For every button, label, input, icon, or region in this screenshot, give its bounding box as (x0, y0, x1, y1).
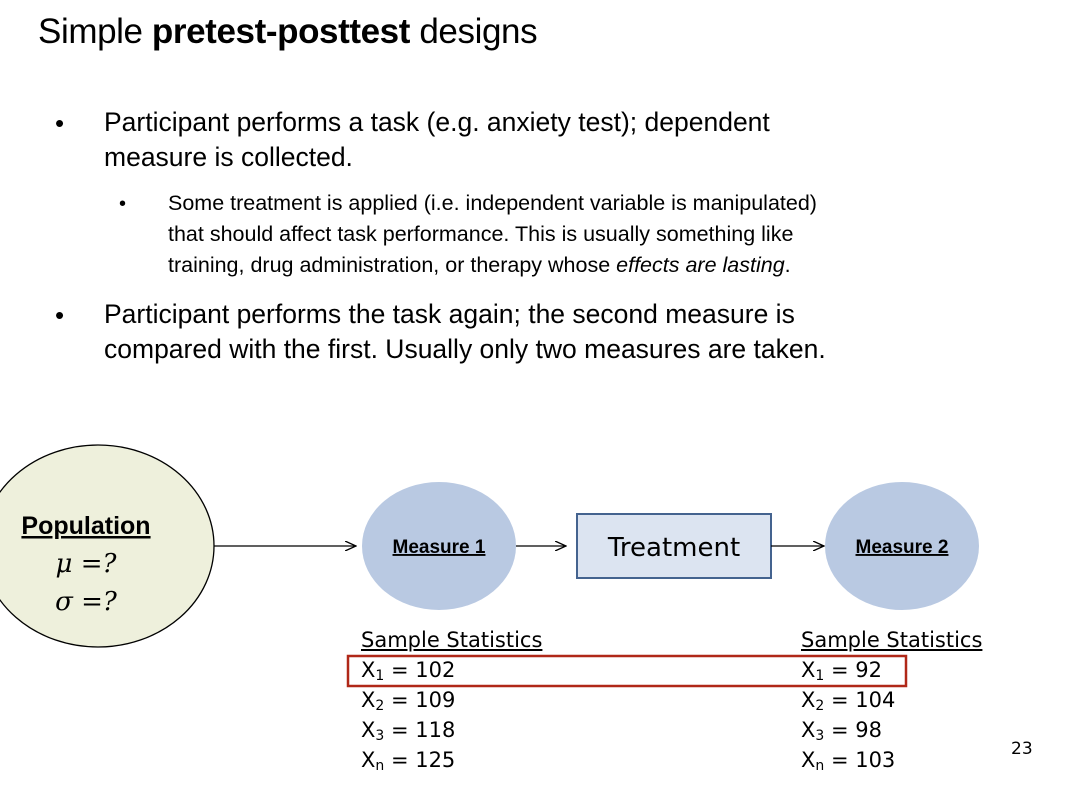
measure2-label: Measure 2 (856, 537, 949, 558)
treatment-label: Treatment (607, 533, 740, 563)
stat-symbol: X (361, 688, 376, 712)
stat-subscript: 3 (375, 728, 385, 744)
bullet-2-line-2: compared with the first. Usually only tw… (104, 334, 826, 364)
stat-value: = 125 (384, 748, 456, 772)
stat-value: = 104 (824, 688, 896, 712)
slide-title: Simple pretest-posttest designs (38, 12, 538, 52)
population-mu: μ =? (56, 549, 118, 579)
stat-subscript: n (375, 758, 385, 774)
stats-row: X1 = 102 (361, 655, 542, 685)
stat-subscript: 3 (815, 728, 825, 744)
bullet-1-line-1: Participant performs a task (e.g. anxiet… (104, 107, 770, 137)
stat-subscript: n (815, 758, 825, 774)
stat-subscript: 2 (815, 698, 825, 714)
stat-symbol: X (361, 718, 376, 742)
stat-value: = 118 (384, 718, 456, 742)
stats-row: X3 = 118 (361, 715, 542, 745)
population-sigma: σ =? (55, 587, 118, 617)
bullet-marker: • (55, 300, 65, 330)
stats-row: Xn = 125 (361, 745, 542, 775)
stat-symbol: X (801, 718, 816, 742)
stats-right: Sample Statistics X1 = 92 X2 = 104 X3 = … (801, 625, 982, 775)
sub-bullet: Some treatment is applied (i.e. independ… (168, 188, 817, 281)
sub-bullet-line-1: Some treatment is applied (i.e. independ… (168, 191, 817, 215)
bullet-2: Participant performs the task again; the… (104, 297, 826, 367)
sub-line-3-end: . (784, 253, 791, 277)
title-bold: pretest-posttest (151, 12, 411, 51)
stats-row: X2 = 109 (361, 685, 542, 715)
stat-value: = 103 (824, 748, 896, 772)
title-suffix: designs (410, 12, 538, 51)
population-label: Population (21, 512, 150, 540)
page-number: 23 (1011, 739, 1033, 759)
stat-value: = 98 (824, 718, 882, 742)
treatment-node (576, 513, 772, 579)
stats-left-header: Sample Statistics (361, 628, 543, 652)
stat-value: = 102 (384, 658, 456, 682)
stat-value: = 109 (384, 688, 456, 712)
stats-left: Sample Statistics X1 = 102 X2 = 109 X3 =… (361, 625, 542, 775)
measure1-label: Measure 1 (393, 537, 486, 558)
sub-bullet-marker: • (119, 193, 127, 215)
highlight-first-row (346, 654, 908, 688)
stats-row: Xn = 103 (801, 745, 982, 775)
sub-bullet-line-3: training, drug administration, or therap… (168, 250, 817, 281)
bullet-2-line-1: Participant performs the task again; the… (104, 299, 795, 329)
stat-subscript: 1 (815, 668, 825, 684)
stats-row: X1 = 92 (801, 655, 982, 685)
measure2-node (825, 482, 979, 610)
bullet-1: Participant performs a task (e.g. anxiet… (104, 105, 770, 175)
stat-subscript: 2 (375, 698, 385, 714)
title-prefix: Simple (38, 12, 152, 51)
stats-row: X2 = 104 (801, 685, 982, 715)
stat-symbol: X (801, 658, 816, 682)
measure1-node (362, 482, 516, 610)
stat-symbol: X (361, 658, 376, 682)
sub-line-3-italic: effects are lasting (616, 253, 785, 277)
stat-symbol: X (801, 748, 816, 772)
bullet-marker: • (55, 108, 65, 138)
stat-subscript: 1 (375, 668, 385, 684)
sub-bullet-line-2: that should affect task performance. Thi… (168, 222, 794, 246)
stats-row: X3 = 98 (801, 715, 982, 745)
stats-right-header: Sample Statistics (801, 628, 983, 652)
stat-value: = 92 (824, 658, 882, 682)
bullet-1-line-2: measure is collected. (104, 142, 353, 172)
stat-symbol: X (361, 748, 376, 772)
stat-symbol: X (801, 688, 816, 712)
sub-line-3-start: training, drug administration, or therap… (168, 253, 617, 277)
